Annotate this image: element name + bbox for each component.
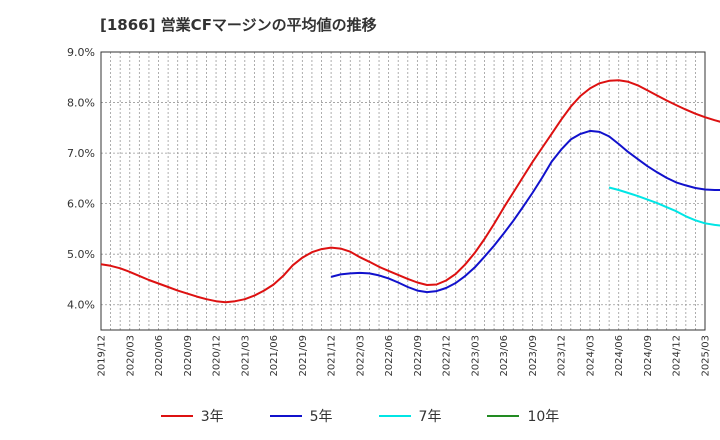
x-tick-label: 2024/12 [672,335,683,377]
legend-swatch [160,415,193,417]
legend: 3年 5年 7年 10年 [0,404,720,428]
x-tick-label: 2021/09 [298,335,309,377]
x-tick-label: 2022/12 [442,335,453,377]
x-tick-label: 2023/09 [528,335,539,377]
y-tick-label: 8.0% [67,97,95,110]
x-tick-label: 2019/12 [97,335,108,377]
x-tick-label: 2023/12 [557,335,568,377]
legend-label: 7年 [418,409,442,425]
legend-label: 5年 [309,409,333,425]
x-axis-ticks: 2019/12 2020/03 2020/06 2020/09 2020/12 2021/… [97,335,712,377]
series-line-5年 [330,129,720,294]
legend-swatch [487,415,520,417]
legend-swatch [269,415,302,417]
series-line-7年 [608,186,720,227]
y-tick-label: 4.0% [67,299,95,312]
x-tick-label: 2023/03 [470,335,481,377]
grid-lines [101,51,705,330]
x-tick-label: 2020/09 [183,335,194,377]
series-lines [100,79,720,304]
legend-item: 7年 [378,406,442,426]
plot-area-frame [100,51,706,331]
x-tick-label: 2022/09 [413,335,424,377]
legend-item: 5年 [269,406,333,426]
legend-label: 3年 [200,409,224,425]
x-tick-label: 2024/06 [614,335,625,377]
legend-item: 10年 [487,406,559,426]
x-tick-label: 2020/06 [154,335,165,377]
x-tick-label: 2021/06 [269,335,280,377]
legend-item: 3年 [160,406,224,426]
y-tick-label: 6.0% [67,198,95,211]
y-tick-label: 7.0% [67,147,95,160]
y-axis-ticks: 4.0% 5.0% 6.0% 7.0% 8.0% 9.0% [67,46,95,312]
x-tick-label: 2024/09 [643,335,654,377]
legend-swatch [378,415,411,417]
legend-label: 10年 [527,409,560,425]
x-tick-label: 2022/06 [384,335,395,377]
x-tick-label: 2020/03 [125,335,136,377]
series-line-3年 [100,79,720,304]
x-tick-label: 2021/12 [327,335,338,377]
chart-title: [1866] 営業CFマージンの平均値の推移 [100,16,377,34]
line-chart: 4.0%5.0%6.0%7.0%8.0%9.0% 2019/12 2020/03 2… [67,46,720,377]
x-tick-label: 2025/03 [701,335,712,377]
x-tick-label: 2023/06 [499,335,510,377]
y-tick-label: 9.0% [67,46,95,59]
x-tick-label: 2022/03 [355,335,366,377]
x-tick-label: 2020/12 [212,335,223,377]
x-tick-label: 2021/03 [240,335,251,377]
y-tick-label: 5.0% [67,248,95,261]
x-tick-label: 2024/03 [585,335,596,377]
